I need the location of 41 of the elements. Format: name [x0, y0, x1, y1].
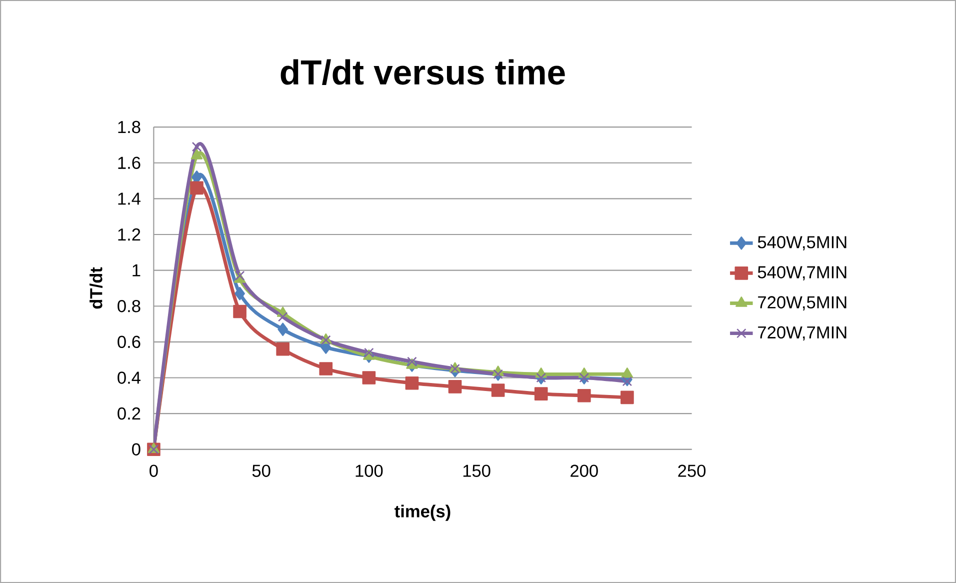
point	[621, 367, 634, 378]
x-tick-label: 250	[678, 464, 706, 477]
point	[190, 181, 204, 195]
y-tick-label: 0.8	[118, 300, 140, 312]
y-tick-label: 0.4	[118, 372, 141, 384]
y-tick-label: 1.2	[118, 228, 140, 240]
y-tick-label: 1	[132, 264, 140, 276]
y-tick-label: 1.6	[118, 156, 140, 169]
point	[362, 371, 376, 384]
point	[190, 149, 203, 160]
point	[319, 362, 333, 376]
chart-title: dT/dt versus time	[280, 59, 565, 86]
y-axis-title: dT/dt	[90, 267, 102, 309]
point	[577, 388, 591, 402]
x-tick-label: 0	[150, 464, 158, 477]
x-tick-label: 50	[252, 464, 270, 477]
point	[276, 342, 290, 356]
point	[407, 356, 417, 366]
y-tick-label: 1.8	[118, 120, 140, 134]
y-tick-label: 0	[132, 443, 140, 456]
legend-label: 540W,5MIN	[758, 236, 846, 250]
y-tick-label: 0.6	[118, 336, 140, 348]
x-axis-title: time(s)	[394, 504, 450, 521]
point	[405, 376, 419, 390]
y-tick-label: 0.2	[118, 407, 140, 420]
y-tick-label: 1.4	[118, 192, 141, 205]
x-tick-label: 150	[463, 464, 490, 477]
point	[491, 384, 505, 397]
point	[233, 304, 246, 318]
point	[622, 376, 632, 386]
legend-label: 540W,7MIN	[758, 266, 846, 280]
point	[278, 312, 288, 322]
x-tick-label: 200	[570, 464, 598, 477]
legend-label: 720W,7MIN	[758, 326, 846, 341]
point	[278, 322, 288, 336]
point	[448, 380, 462, 394]
point	[620, 390, 634, 404]
point	[234, 286, 245, 300]
x-tick-label: 100	[356, 464, 383, 477]
point	[534, 387, 548, 400]
legend-label: 720W,5MIN	[758, 296, 846, 310]
